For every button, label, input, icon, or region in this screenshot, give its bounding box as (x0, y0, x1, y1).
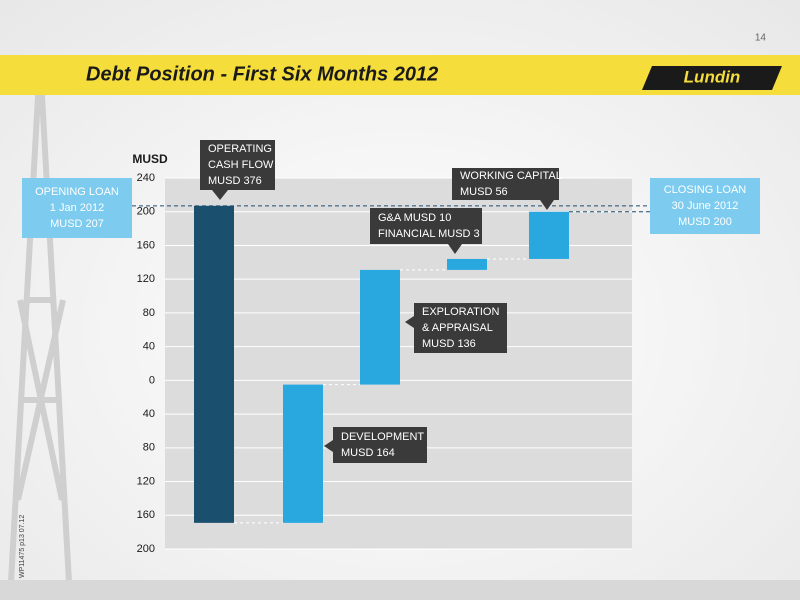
callout (333, 427, 427, 463)
closing-callout-text: 30 June 2012 (672, 200, 739, 212)
page-number: 14 (755, 33, 767, 44)
callout-pointer (212, 190, 228, 200)
callout (200, 140, 275, 190)
y-tick-label: 240 (137, 172, 155, 184)
logo-box (642, 66, 782, 90)
y-tick-label: 80 (143, 307, 155, 319)
callout-pointer (540, 200, 554, 210)
y-tick-label: 160 (137, 239, 155, 251)
callout-text: FINANCIAL MUSD 3 (378, 228, 480, 240)
callout-text: WORKING CAPITAL (460, 170, 562, 182)
closing-callout-text: CLOSING LOAN (664, 184, 747, 196)
callout (370, 208, 482, 244)
callout-pointer (324, 440, 333, 452)
y-tick-label: 200 (137, 206, 155, 218)
y-tick-label: 40 (143, 408, 155, 420)
bar (194, 205, 234, 523)
y-axis-label: MUSD (132, 152, 168, 166)
y-tick-label: 40 (143, 341, 155, 353)
closing-callout-text: MUSD 200 (678, 216, 732, 228)
callout-text: MUSD 56 (460, 186, 508, 198)
y-tick-label: 120 (137, 475, 155, 487)
opening-callout (22, 178, 132, 238)
callout-text: MUSD 164 (341, 447, 395, 459)
callout-text: & APPRAISAL (422, 322, 493, 334)
opening-callout-text: MUSD 207 (50, 218, 104, 230)
callout-text: MUSD 136 (422, 338, 476, 350)
callout-text: MUSD 376 (208, 175, 262, 187)
logo: Lundin (684, 67, 741, 86)
y-tick-label: 200 (137, 543, 155, 555)
bar (529, 211, 569, 259)
slide-title: Debt Position - First Six Months 2012 (86, 63, 438, 85)
callout-pointer (405, 316, 414, 328)
bar (360, 269, 400, 385)
footer-band (0, 580, 800, 600)
bar (447, 258, 487, 270)
bar (283, 384, 323, 523)
callout-text: CASH FLOW (208, 159, 274, 171)
callout-pointer (448, 244, 462, 254)
footer-code: WP11475 p13 07.12 (19, 515, 26, 578)
callout (414, 303, 507, 353)
closing-callout (650, 178, 760, 234)
y-tick-label: 0 (149, 374, 155, 386)
callout-text: OPERATING (208, 143, 272, 155)
callout-text: EXPLORATION (422, 306, 499, 318)
y-tick-label: 120 (137, 273, 155, 285)
opening-callout-text: OPENING LOAN (35, 186, 119, 198)
callout-text: G&A MUSD 10 (378, 212, 451, 224)
y-tick-label: 160 (137, 509, 155, 521)
opening-callout-text: 1 Jan 2012 (50, 202, 104, 214)
callout-text: DEVELOPMENT (341, 431, 424, 443)
callout (452, 168, 559, 200)
y-tick-label: 80 (143, 442, 155, 454)
